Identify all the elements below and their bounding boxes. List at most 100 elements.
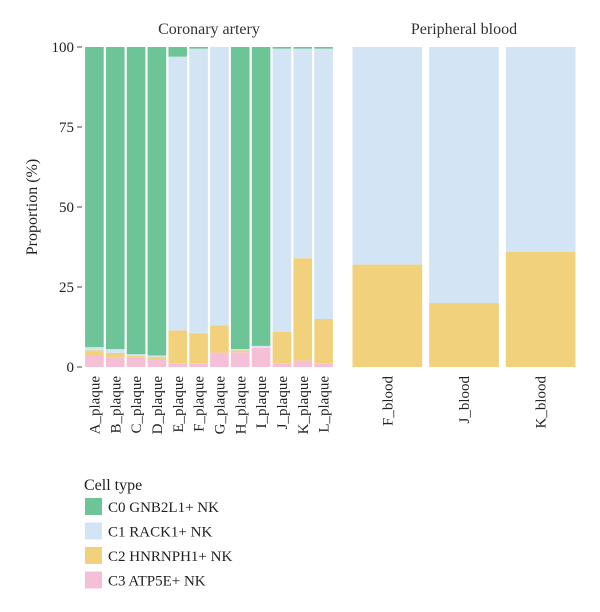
x-tick-label: J_blood [457, 376, 473, 424]
bar-segment [168, 56, 188, 331]
bar-segment [293, 48, 313, 259]
y-tick-label: 75 [59, 120, 74, 136]
bar-group [505, 47, 576, 367]
x-tick-label: J_plaque [275, 376, 291, 430]
legend-swatch [85, 522, 102, 540]
bar-segment [189, 48, 208, 334]
bar-segment [293, 47, 313, 49]
y-tick-label: 0 [67, 360, 75, 376]
bar-group [293, 47, 313, 367]
bar-segment [126, 354, 146, 356]
y-axis-title: Proportion (%) [24, 159, 41, 255]
bar-segment [505, 47, 576, 252]
x-tick-label: F_blood [380, 376, 396, 427]
panel-0: Coronary artery A_plaque B_plaque C_plaque D… [85, 21, 333, 434]
bar-segment [251, 47, 271, 346]
legend-swatch [85, 547, 102, 564]
bar-group [168, 47, 188, 367]
bar-segment [505, 251, 576, 367]
bar-segment [85, 347, 104, 351]
y-tick-label: 100 [52, 40, 75, 56]
bar-segment [147, 355, 167, 357]
bar-segment [85, 355, 104, 367]
bar-segment [352, 264, 423, 367]
bar-group [105, 47, 125, 367]
x-tick-label: K_blood [534, 376, 550, 429]
panel-title: Coronary artery [158, 21, 260, 38]
bar-segment [105, 357, 125, 367]
bar-segment [293, 258, 313, 361]
legend-label: C3 ATP5E+ NK [108, 574, 206, 590]
bar-segment [168, 363, 188, 367]
bar-group [251, 47, 271, 367]
y-tick-label: 25 [59, 280, 74, 296]
bar-segment [251, 347, 271, 367]
bar-segment [314, 363, 333, 367]
bar-segment [230, 47, 250, 350]
x-tick-label: G_plaque [212, 376, 228, 435]
bar-segment [230, 349, 250, 351]
x-tick-label: L_plaque [317, 376, 333, 433]
legend-label: C1 RACK1+ NK [108, 525, 212, 541]
y-tick-label: 50 [59, 200, 74, 216]
bar-segment [189, 363, 208, 367]
bar-segment [105, 349, 125, 353]
bar-segment [105, 47, 125, 350]
bar-segment [147, 356, 167, 359]
bar-group [314, 47, 333, 367]
bar-segment [168, 330, 188, 364]
x-tick-label: A_plaque [87, 376, 103, 435]
bar-group [429, 47, 499, 367]
bar-segment [272, 48, 292, 332]
bar-group [352, 47, 423, 367]
bar-segment [85, 350, 104, 356]
y-axis: Proportion (%) 0 25 50 75 100 [24, 40, 82, 376]
bar-segment [210, 325, 229, 353]
bar-segment [168, 47, 188, 57]
bar-group [126, 47, 146, 367]
x-tick-label: F_plaque [192, 376, 208, 432]
bar-segment [147, 359, 167, 367]
bar-segment [293, 360, 313, 367]
panels: Coronary artery A_plaque B_plaque C_plaque D… [85, 21, 576, 434]
bar-segment [251, 345, 271, 348]
x-tick-label: D_plaque [150, 376, 166, 435]
panel-title: Peripheral blood [411, 21, 517, 38]
x-tick-label: C_plaque [129, 376, 145, 434]
x-tick-label: B_plaque [108, 376, 124, 434]
bar-segment [352, 47, 423, 265]
x-tick-label: K_plaque [296, 376, 312, 435]
legend: Cell type C0 GNB2L1+ NK C1 RACK1+ NK C2 HN… [84, 477, 232, 590]
bar-group [147, 47, 167, 367]
bar-segment [147, 47, 167, 356]
bar-segment [126, 357, 146, 367]
bar-segment [314, 319, 333, 364]
legend-label: C2 HNRNPH1+ NK [108, 549, 232, 565]
bar-segment [189, 333, 208, 364]
bar-segment [210, 47, 229, 326]
bar-segment [429, 303, 499, 367]
legend-swatch [85, 498, 102, 515]
bar-segment [126, 47, 146, 355]
x-tick-label: E_plaque [171, 376, 187, 433]
legend-title: Cell type [84, 477, 142, 494]
bar-segment [210, 352, 229, 367]
bar-group [272, 47, 292, 367]
bar-segment [85, 47, 104, 348]
bar-segment [429, 47, 499, 303]
panel-1: Peripheral blood F_blood J_blood K_blood [352, 21, 576, 429]
bar-segment [272, 331, 292, 364]
bar-segment [126, 355, 146, 358]
bar-segment [314, 48, 333, 319]
bar-group [85, 47, 104, 367]
legend-label: C0 GNB2L1+ NK [108, 500, 219, 516]
bar-group [189, 47, 208, 367]
legend-swatch [85, 571, 102, 589]
bar-segment [105, 352, 125, 358]
bar-group [230, 47, 250, 367]
x-tick-label: I_plaque [254, 376, 270, 429]
bar-segment [189, 47, 208, 49]
bar-group [210, 47, 229, 367]
x-tick-label: H_plaque [233, 376, 249, 435]
